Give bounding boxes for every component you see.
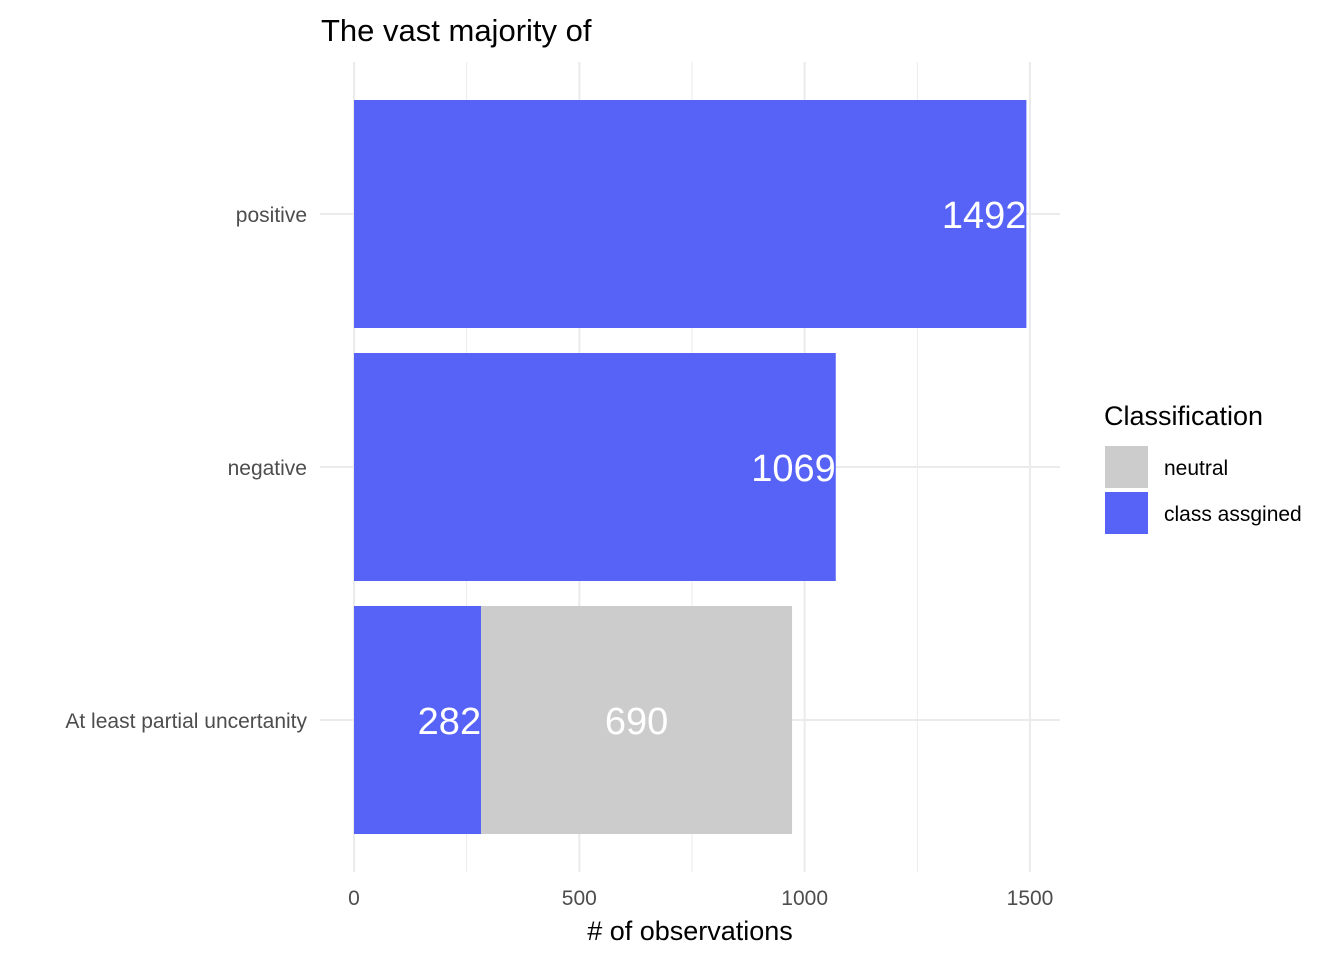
chart-title: The vast majority of	[321, 13, 592, 48]
legend-label: neutral	[1164, 457, 1228, 480]
bar	[354, 100, 1027, 328]
legend: Classification neutral class assgined	[1104, 401, 1302, 534]
bar-value-label: 690	[605, 701, 668, 743]
bars: 1492 1069 282 690	[354, 100, 1027, 834]
x-axis-title: # of observations	[587, 916, 793, 946]
legend-swatch	[1105, 446, 1148, 488]
ticks: 0 500 1000 1500 positive negative At least par…	[65, 204, 1053, 910]
x-tick-label: 0	[348, 887, 360, 910]
y-tick-label: positive	[236, 204, 307, 227]
bar-value-label: 282	[418, 701, 481, 743]
y-tick-label: negative	[228, 457, 307, 480]
y-tick-label: At least partial uncertanity	[65, 710, 307, 733]
legend-label: class assgined	[1164, 503, 1302, 526]
legend-swatch	[1105, 492, 1148, 534]
x-tick-label: 1000	[781, 887, 828, 910]
bar-value-label: 1492	[942, 195, 1027, 237]
bar	[481, 606, 793, 834]
legend-title: Classification	[1104, 401, 1263, 431]
bar-value-label: 1069	[751, 448, 836, 490]
x-tick-label: 500	[562, 887, 597, 910]
x-tick-label: 1500	[1007, 887, 1054, 910]
bar	[354, 606, 482, 834]
bar	[354, 353, 836, 581]
